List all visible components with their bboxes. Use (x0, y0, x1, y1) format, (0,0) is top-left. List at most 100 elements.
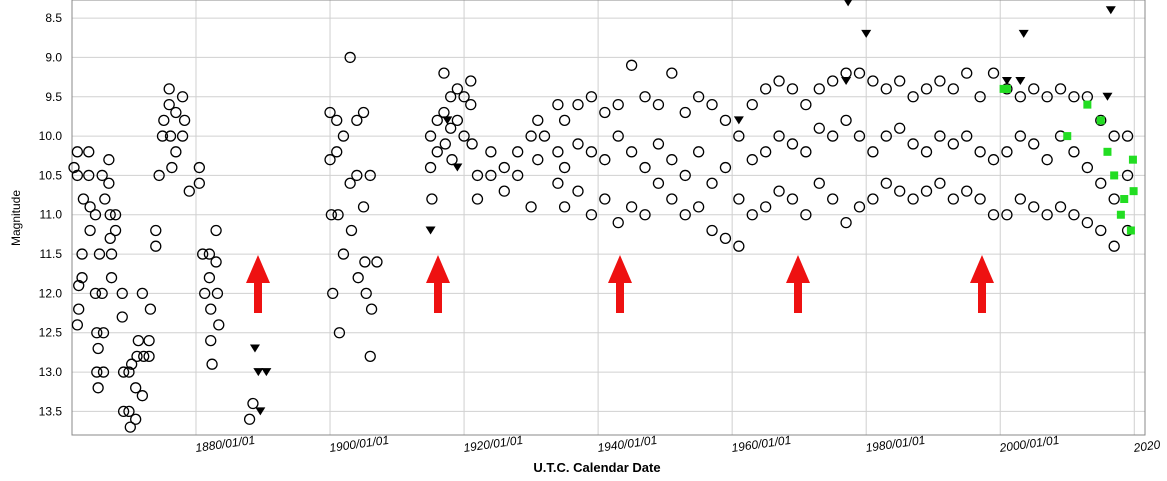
data-point (1108, 240, 1120, 252)
data-point (773, 130, 785, 142)
data-point (934, 130, 946, 142)
data-point (652, 138, 665, 150)
data-point-alt (1110, 171, 1119, 180)
upper-limit-marker (261, 368, 272, 377)
data-point (1108, 193, 1120, 205)
upper-limit-marker (861, 29, 872, 38)
data-point (813, 177, 825, 189)
data-point (91, 366, 103, 378)
data-point (424, 130, 437, 142)
data-point (552, 177, 564, 189)
data-point (71, 319, 84, 331)
data-point (426, 193, 438, 205)
data-point (327, 287, 339, 300)
data-point (351, 169, 363, 182)
data-point (158, 114, 170, 127)
data-point (612, 98, 624, 111)
data-point (974, 193, 986, 205)
data-point (243, 413, 256, 425)
data-point (164, 130, 177, 142)
data-point-alt (1116, 210, 1125, 219)
y-tick-label: 11.5 (40, 247, 63, 261)
data-point (132, 334, 145, 347)
data-point (136, 390, 149, 402)
data-point (203, 248, 216, 260)
data-point (84, 224, 96, 237)
data-point (104, 232, 116, 244)
data-point (538, 130, 551, 142)
data-point (1014, 130, 1026, 142)
data-point (439, 138, 451, 150)
data-point (96, 287, 108, 300)
data-point (532, 154, 544, 166)
data-point (920, 83, 933, 95)
data-point (719, 161, 732, 174)
data-point (947, 138, 959, 150)
data-point (1121, 130, 1134, 142)
x-tick-label: 1980/01/01 (865, 433, 926, 455)
data-point (144, 303, 157, 315)
data-point (332, 209, 344, 221)
upper-limit-marker (442, 116, 453, 125)
data-point (371, 256, 383, 268)
data-point (130, 382, 142, 394)
data-point (773, 75, 785, 87)
upper-limit-marker (1001, 77, 1012, 86)
data-point (961, 185, 973, 197)
data-point (116, 287, 128, 300)
data-point (920, 185, 933, 197)
data-point (907, 193, 919, 205)
data-point (116, 311, 128, 323)
data-point (572, 98, 584, 111)
upper-limit-marker (1015, 77, 1026, 86)
data-point (76, 272, 88, 284)
data-point (1068, 146, 1080, 158)
y-axis-title: Magnitude (9, 190, 23, 246)
data-point (692, 146, 705, 158)
data-point (552, 98, 564, 111)
data-point (71, 169, 84, 182)
data-point (1001, 209, 1013, 221)
data-point (77, 193, 90, 205)
data-point (76, 248, 88, 260)
data-point (466, 138, 478, 150)
data-point (558, 161, 571, 174)
data-point (639, 161, 651, 174)
x-tick-label: 1920/01/01 (463, 433, 524, 455)
upper-limit-marker (253, 368, 264, 377)
upper-limit-marker (249, 344, 260, 353)
data-point (853, 201, 866, 213)
data-point (867, 193, 879, 205)
data-point (210, 256, 222, 268)
data-point (178, 114, 191, 127)
data-point (585, 91, 598, 103)
data-point (458, 130, 470, 142)
data-point (337, 130, 350, 142)
data-point (125, 358, 138, 370)
data-point (733, 193, 745, 205)
data-point (880, 83, 892, 95)
data-point (907, 138, 919, 150)
data-point (786, 138, 799, 150)
data-point (359, 256, 371, 268)
data-point (109, 209, 122, 221)
data-point (786, 83, 799, 95)
data-point (706, 224, 718, 237)
data-point (572, 185, 584, 197)
data-point-alt (1063, 132, 1072, 141)
data-point (1095, 224, 1107, 237)
data-point (1054, 201, 1067, 213)
data-point (666, 67, 678, 79)
data-point (1068, 91, 1080, 103)
data-point (947, 83, 959, 95)
data-point (679, 169, 691, 182)
data-point (1014, 193, 1026, 205)
data-point (786, 193, 799, 205)
data-point (1028, 83, 1040, 95)
data-point (103, 154, 115, 166)
data-point (719, 114, 732, 127)
data-point (485, 169, 497, 182)
data-point (800, 209, 812, 221)
data-point (143, 334, 155, 347)
data-point (156, 130, 169, 142)
